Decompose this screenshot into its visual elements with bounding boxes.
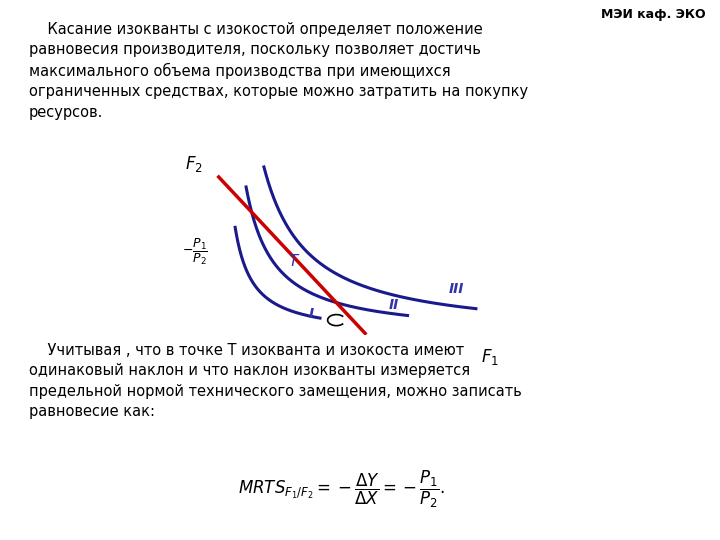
Text: МЭИ каф. ЭКО: МЭИ каф. ЭКО xyxy=(601,8,706,21)
Text: Учитывая , что в точке T изокванта и изокоста имеют
одинаковый наклон и что накл: Учитывая , что в точке T изокванта и изо… xyxy=(29,343,521,419)
Text: Касание изокванты с изокостой определяет положение
равновесия производителя, пос: Касание изокванты с изокостой определяет… xyxy=(29,22,528,120)
Text: II: II xyxy=(389,298,399,312)
Text: $MRTS_{F_1/F_2} = -\dfrac{\Delta Y}{\Delta X} = -\dfrac{P_1}{P_2}.$: $MRTS_{F_1/F_2} = -\dfrac{\Delta Y}{\Del… xyxy=(238,469,445,510)
Text: $-\dfrac{P_1}{P_2}$: $-\dfrac{P_1}{P_2}$ xyxy=(182,237,208,267)
Text: $T$: $T$ xyxy=(288,253,300,268)
Text: $F_1$: $F_1$ xyxy=(481,347,498,367)
Text: $F_2$: $F_2$ xyxy=(184,154,202,174)
Text: III: III xyxy=(449,282,464,296)
Text: I: I xyxy=(309,307,315,321)
